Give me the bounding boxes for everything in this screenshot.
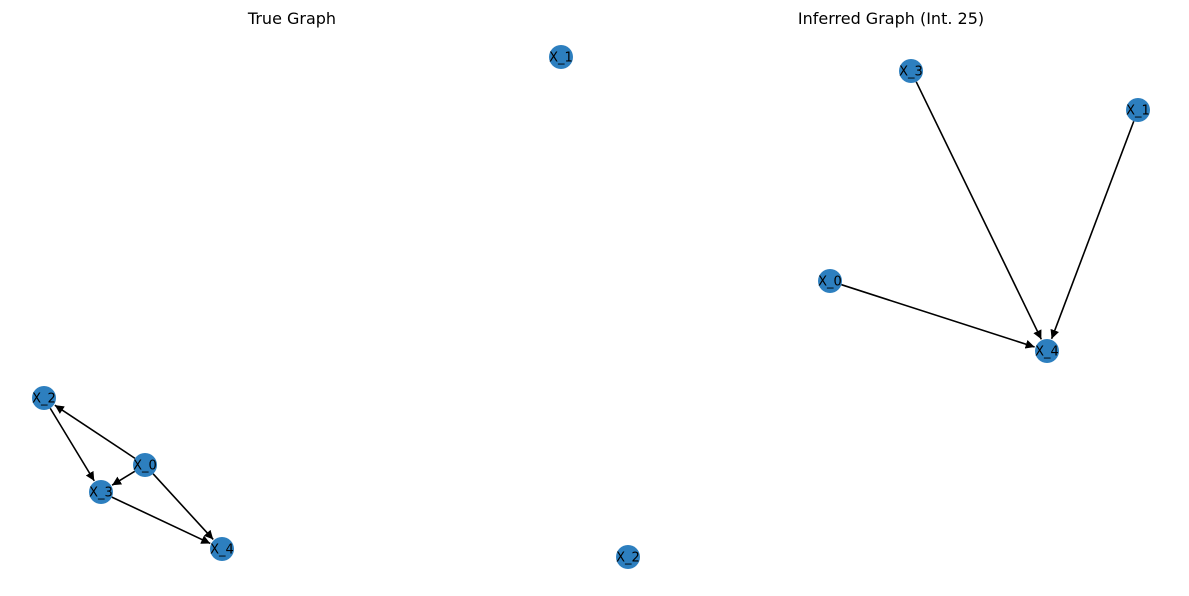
edge-x3-to-x4 xyxy=(915,81,1043,340)
node-label: X_0 xyxy=(818,275,842,290)
node-x1 xyxy=(1126,98,1150,122)
node-x4 xyxy=(1035,339,1059,363)
panel-title: True Graph xyxy=(247,9,336,28)
panel-title: Inferred Graph (Int. 25) xyxy=(798,9,984,28)
edge-x0-to-x4 xyxy=(841,283,1035,349)
node-label: X_0 xyxy=(133,459,157,474)
node-x3 xyxy=(89,480,113,504)
edge-x1-to-x4 xyxy=(1050,120,1135,340)
node-x2 xyxy=(32,386,56,410)
node-layer: X_0 X_1 X_2 X_3 X_4 xyxy=(32,45,573,561)
node-x4 xyxy=(210,537,234,561)
edge-x2-to-x3 xyxy=(49,407,95,482)
node-x0 xyxy=(818,269,842,293)
node-layer: X_0 X_1 X_2 X_3 X_4 xyxy=(616,59,1150,569)
node-label: X_1 xyxy=(549,51,573,66)
node-x3 xyxy=(899,59,923,83)
node-label: X_3 xyxy=(899,65,923,80)
edge-x0-to-x4 xyxy=(152,473,214,540)
edge-layer xyxy=(841,81,1135,349)
node-label: X_1 xyxy=(1126,104,1150,119)
edge-x0-to-x2 xyxy=(54,404,136,460)
node-x2 xyxy=(616,545,640,569)
edge-x3-to-x4 xyxy=(111,496,211,545)
node-label: X_4 xyxy=(210,543,234,558)
node-label: X_2 xyxy=(616,551,640,566)
node-label: X_4 xyxy=(1035,345,1059,360)
node-label: X_2 xyxy=(32,392,56,407)
node-x1 xyxy=(549,45,573,69)
node-x0 xyxy=(133,453,157,477)
panel-true-graph: True Graph X_0 X_1 X_2 X_3 X_4 xyxy=(32,9,573,561)
panel-inferred-graph: Inferred Graph (Int. 25) X_0 X_1 X_2 X_3 X_4 xyxy=(616,9,1150,569)
edge-x0-to-x3 xyxy=(111,470,136,486)
edge-layer xyxy=(49,404,214,545)
node-label: X_3 xyxy=(89,486,113,501)
